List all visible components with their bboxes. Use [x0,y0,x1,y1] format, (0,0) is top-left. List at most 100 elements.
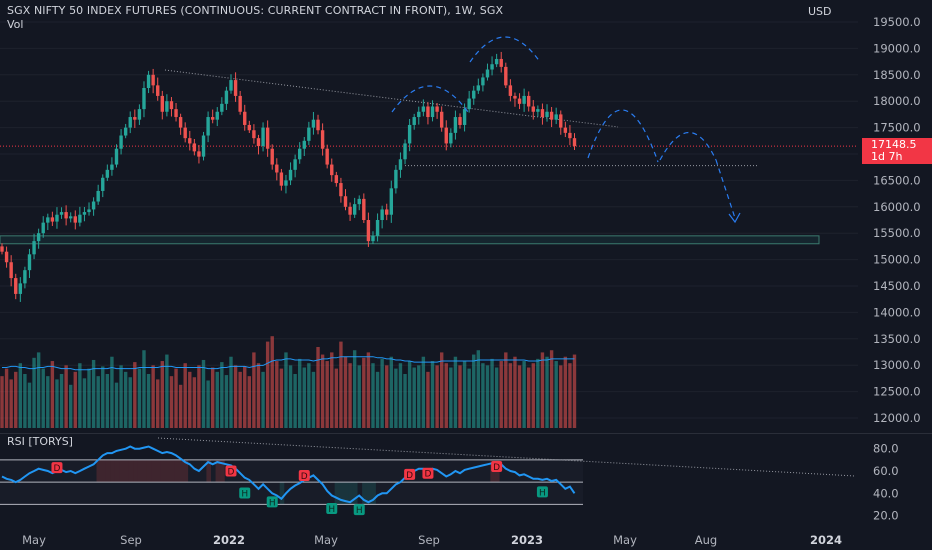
candle-body [128,117,132,128]
candle-body [18,283,23,294]
candle-body [188,138,192,144]
volume-bar [467,368,471,428]
candle-body [366,220,371,242]
volume-bar [101,366,105,428]
rsi-overbought-shade [128,459,134,483]
volume-bar [201,359,206,428]
rsi-oversold-shade [366,482,372,505]
candle-body [0,246,4,252]
candle-body [137,109,142,120]
price-tick-label: 13000.0 [873,358,921,372]
candle-body [439,111,444,128]
rsi-divergence-marker: D [298,469,310,482]
candle-body [183,127,187,139]
candle-body [243,111,247,125]
volume-bar [494,367,499,428]
volume-bar [362,357,366,428]
volume-bar [435,365,439,428]
volume-bar [407,361,412,428]
candle-body [156,85,160,96]
candle-body [540,109,545,118]
volume-bar [568,363,572,428]
volume-bar [357,365,361,428]
volume-bar [270,336,274,428]
marker-label: H [241,489,248,499]
time-tick-label: 2023 [511,533,543,547]
volume-bar [536,358,540,428]
price-tick-label: 14500.0 [873,279,921,293]
rsi-overbought-shade [133,459,138,483]
candle-body [64,212,68,219]
price-tick-label: 12000.0 [873,411,921,425]
volume-bar [23,374,27,428]
volume-bar [458,365,462,428]
rsi-tick-label: 80.0 [873,442,899,456]
marker-box [266,496,278,508]
volume-bar [545,356,549,428]
price-tick-label: 14000.0 [873,305,921,319]
volume-bar [430,361,435,428]
candle-body [265,127,270,149]
rsi-oversold-shade [348,482,353,505]
rsi-divergence-marker: D [404,468,416,481]
last-price-value: 17148.5 [871,138,917,151]
candle-body [284,180,288,186]
candle-body [233,80,238,96]
volume-bar [91,359,96,428]
rsi-overbought-shade [114,459,120,483]
price-tick-label: 19500.0 [873,15,921,29]
price-tick-label: 16500.0 [873,173,921,187]
projected-drop [715,159,736,219]
candle-body [472,90,476,99]
rsi-hidden-marker: H [353,504,365,516]
candle-body [385,209,389,215]
candle-body [96,190,100,202]
volume-bar [110,356,114,428]
rsi-tick-label: 60.0 [873,464,899,478]
candle-body [362,198,366,220]
candle-body [169,101,174,110]
candle-body [114,148,119,165]
candle-body [247,124,252,131]
volume-bars [0,336,577,428]
candle-body [417,111,421,118]
volume-bar [320,354,325,428]
volume-bar [371,363,375,428]
rsi-divergence-marker: D [491,461,503,473]
candle-body [389,188,393,215]
candle-body [462,109,467,125]
rsi-oversold-shade [339,482,344,505]
candle-body [357,198,361,205]
candle-body [69,216,73,219]
rsi-oversold-shade [334,482,340,505]
price-tick-label: 18500.0 [873,68,921,82]
candlesticks [0,51,577,302]
volume-bar [298,358,302,428]
price-tick-label: 18000.0 [873,94,921,108]
time-tick-label: May [22,533,46,547]
volume-bar [325,361,329,428]
rsi-hidden-marker: H [536,486,548,498]
candle-body [476,85,481,91]
volume-bar [508,363,513,428]
volume-bar [426,371,430,428]
rsi-overbought-shade [206,459,211,483]
candle-body [256,138,261,147]
chart-title: SGX NIFTY 50 INDEX FUTURES (CONTINUOUS: … [7,4,504,17]
volume-bar [513,356,517,428]
volume-bar [50,361,55,428]
candle-body [444,127,448,144]
volume-bar [389,356,393,428]
candle-body [192,143,197,152]
marker-box [298,469,310,481]
volume-bar [366,352,371,428]
candle-body [371,235,375,242]
rsi-overbought-shade [146,459,152,483]
candle-body [458,117,462,125]
volume-bar [114,382,119,428]
candle-body [375,220,380,236]
candle-body [554,114,558,120]
marker-label: D [228,468,235,478]
candle-body [279,172,284,186]
